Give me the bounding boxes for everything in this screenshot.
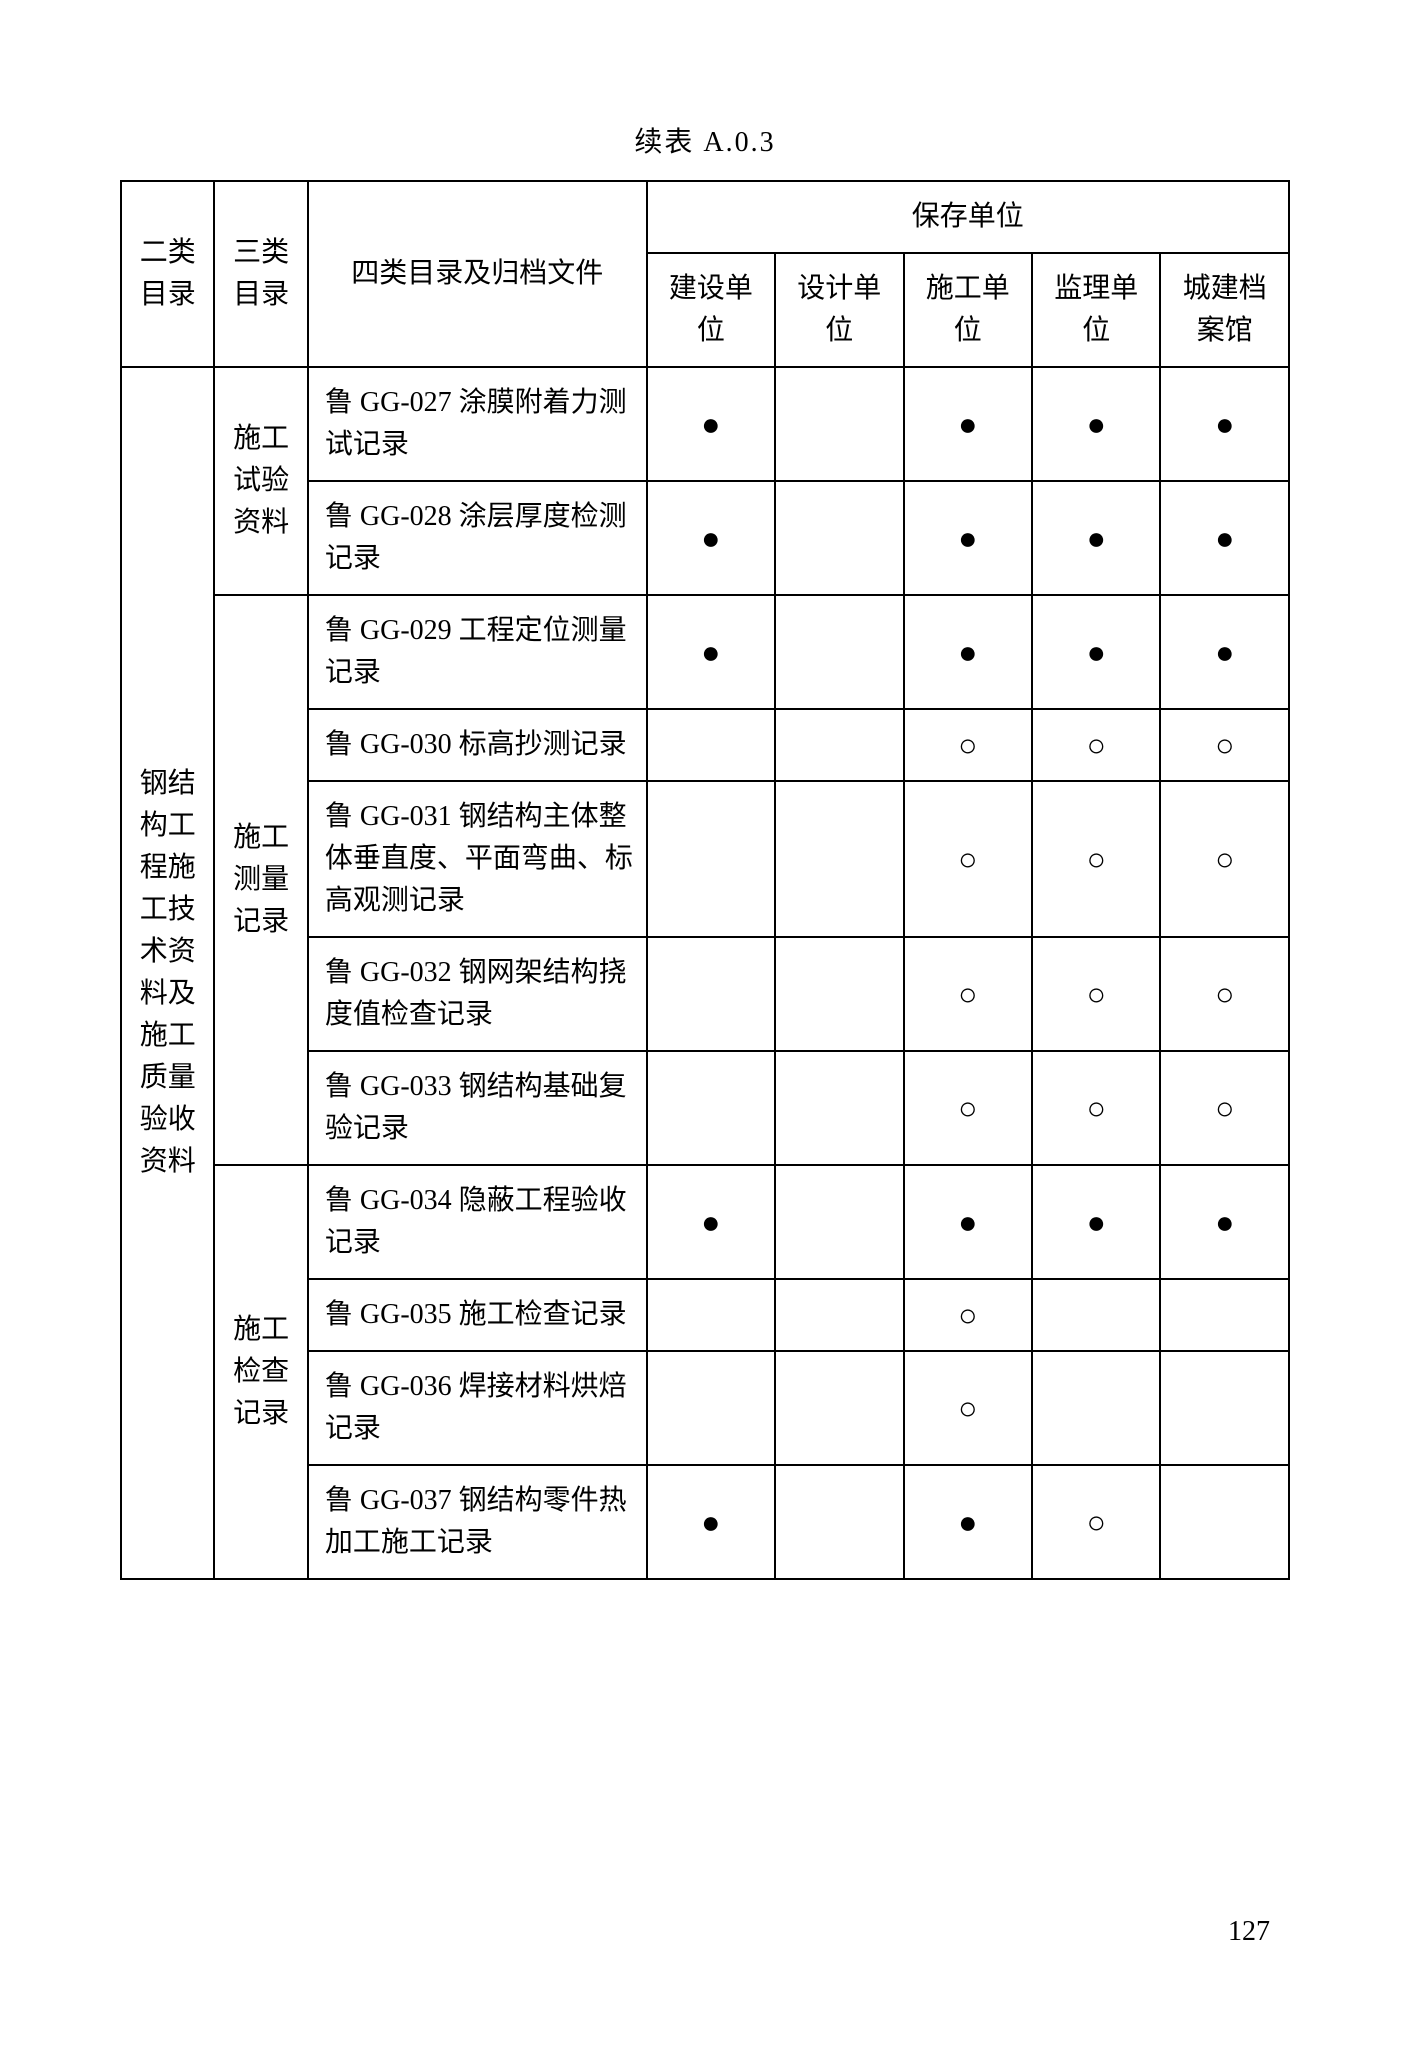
mark-cell: ○ [904, 1351, 1032, 1465]
file-cell: 鲁 GG-029 工程定位测量记录 [308, 595, 647, 709]
mark-cell: ○ [904, 781, 1032, 937]
mark-cell: ● [904, 481, 1032, 595]
mark-cell: ○ [904, 1051, 1032, 1165]
mark-cell [647, 937, 775, 1051]
mark-cell: ● [1032, 481, 1160, 595]
mark-cell: ● [647, 1165, 775, 1279]
mark-cell: ○ [904, 937, 1032, 1051]
mark-cell [775, 1351, 903, 1465]
mark-cell [647, 709, 775, 781]
file-cell: 鲁 GG-030 标高抄测记录 [308, 709, 647, 781]
mark-cell: ● [1160, 367, 1289, 481]
mark-cell: ● [904, 1165, 1032, 1279]
mark-cell: ○ [1032, 781, 1160, 937]
header-unit4: 监理单位 [1032, 253, 1160, 367]
mark-cell: ● [647, 1465, 775, 1579]
header-unit2: 设计单位 [775, 253, 903, 367]
header-unit1: 建设单位 [647, 253, 775, 367]
mark-cell: ○ [1160, 709, 1289, 781]
mark-cell [1160, 1279, 1289, 1351]
mark-cell: ● [1032, 367, 1160, 481]
mark-cell: ● [1160, 481, 1289, 595]
header-cat2: 二类目录 [121, 181, 214, 367]
header-cat3: 三类目录 [214, 181, 307, 367]
table-row: 施工检查记录 鲁 GG-034 隐蔽工程验收记录 ● ● ● ● [121, 1165, 1289, 1279]
page-number: 127 [1228, 1916, 1270, 1948]
file-cell: 鲁 GG-032 钢网架结构挠度值检查记录 [308, 937, 647, 1051]
mark-cell: ● [1160, 1165, 1289, 1279]
mark-cell: ● [647, 367, 775, 481]
header-storage: 保存单位 [647, 181, 1289, 253]
mark-cell [775, 781, 903, 937]
mark-cell [775, 367, 903, 481]
file-cell: 鲁 GG-031 钢结构主体整体垂直度、平面弯曲、标高观测记录 [308, 781, 647, 937]
mark-cell [775, 1165, 903, 1279]
mark-cell [647, 1351, 775, 1465]
mark-cell: ○ [1160, 1051, 1289, 1165]
mark-cell [775, 937, 903, 1051]
mark-cell: ● [904, 367, 1032, 481]
mark-cell [1160, 1351, 1289, 1465]
mark-cell: ● [1032, 595, 1160, 709]
mark-cell [775, 481, 903, 595]
mark-cell: ○ [1032, 709, 1160, 781]
cat2-cell: 钢结构工程施工技术资料及施工质量验收资料 [121, 367, 214, 1579]
mark-cell: ● [647, 481, 775, 595]
mark-cell [775, 595, 903, 709]
table-row: 钢结构工程施工技术资料及施工质量验收资料 施工试验资料 鲁 GG-027 涂膜附… [121, 367, 1289, 481]
file-cell: 鲁 GG-035 施工检查记录 [308, 1279, 647, 1351]
mark-cell: ○ [1160, 937, 1289, 1051]
file-cell: 鲁 GG-034 隐蔽工程验收记录 [308, 1165, 647, 1279]
file-cell: 鲁 GG-036 焊接材料烘焙记录 [308, 1351, 647, 1465]
mark-cell: ● [647, 595, 775, 709]
mark-cell: ● [1032, 1165, 1160, 1279]
header-unit3: 施工单位 [904, 253, 1032, 367]
mark-cell [647, 1051, 775, 1165]
cat3-cell: 施工测量记录 [214, 595, 307, 1165]
mark-cell [775, 1051, 903, 1165]
mark-cell [1032, 1279, 1160, 1351]
mark-cell [1160, 1465, 1289, 1579]
mark-cell [775, 1465, 903, 1579]
file-cell: 鲁 GG-027 涂膜附着力测试记录 [308, 367, 647, 481]
mark-cell: ○ [1160, 781, 1289, 937]
file-cell: 鲁 GG-028 涂层厚度检测记录 [308, 481, 647, 595]
mark-cell: ○ [904, 1279, 1032, 1351]
mark-cell: ● [1160, 595, 1289, 709]
mark-cell [775, 1279, 903, 1351]
file-cell: 鲁 GG-037 钢结构零件热加工施工记录 [308, 1465, 647, 1579]
mark-cell: ● [904, 1465, 1032, 1579]
table-title: 续表 A.0.3 [120, 120, 1290, 160]
mark-cell: ○ [1032, 1051, 1160, 1165]
header-unit5: 城建档案馆 [1160, 253, 1289, 367]
header-file: 四类目录及归档文件 [308, 181, 647, 367]
file-cell: 鲁 GG-033 钢结构基础复验记录 [308, 1051, 647, 1165]
mark-cell: ● [904, 595, 1032, 709]
cat3-cell: 施工试验资料 [214, 367, 307, 595]
table-row: 施工测量记录 鲁 GG-029 工程定位测量记录 ● ● ● ● [121, 595, 1289, 709]
mark-cell: ○ [1032, 1465, 1160, 1579]
mark-cell [775, 709, 903, 781]
mark-cell: ○ [904, 709, 1032, 781]
mark-cell: ○ [1032, 937, 1160, 1051]
archive-table: 二类目录 三类目录 四类目录及归档文件 保存单位 建设单位 设计单位 施工单位 … [120, 180, 1290, 1580]
mark-cell [647, 781, 775, 937]
mark-cell [647, 1279, 775, 1351]
header-row-1: 二类目录 三类目录 四类目录及归档文件 保存单位 [121, 181, 1289, 253]
mark-cell [1032, 1351, 1160, 1465]
cat3-cell: 施工检查记录 [214, 1165, 307, 1579]
